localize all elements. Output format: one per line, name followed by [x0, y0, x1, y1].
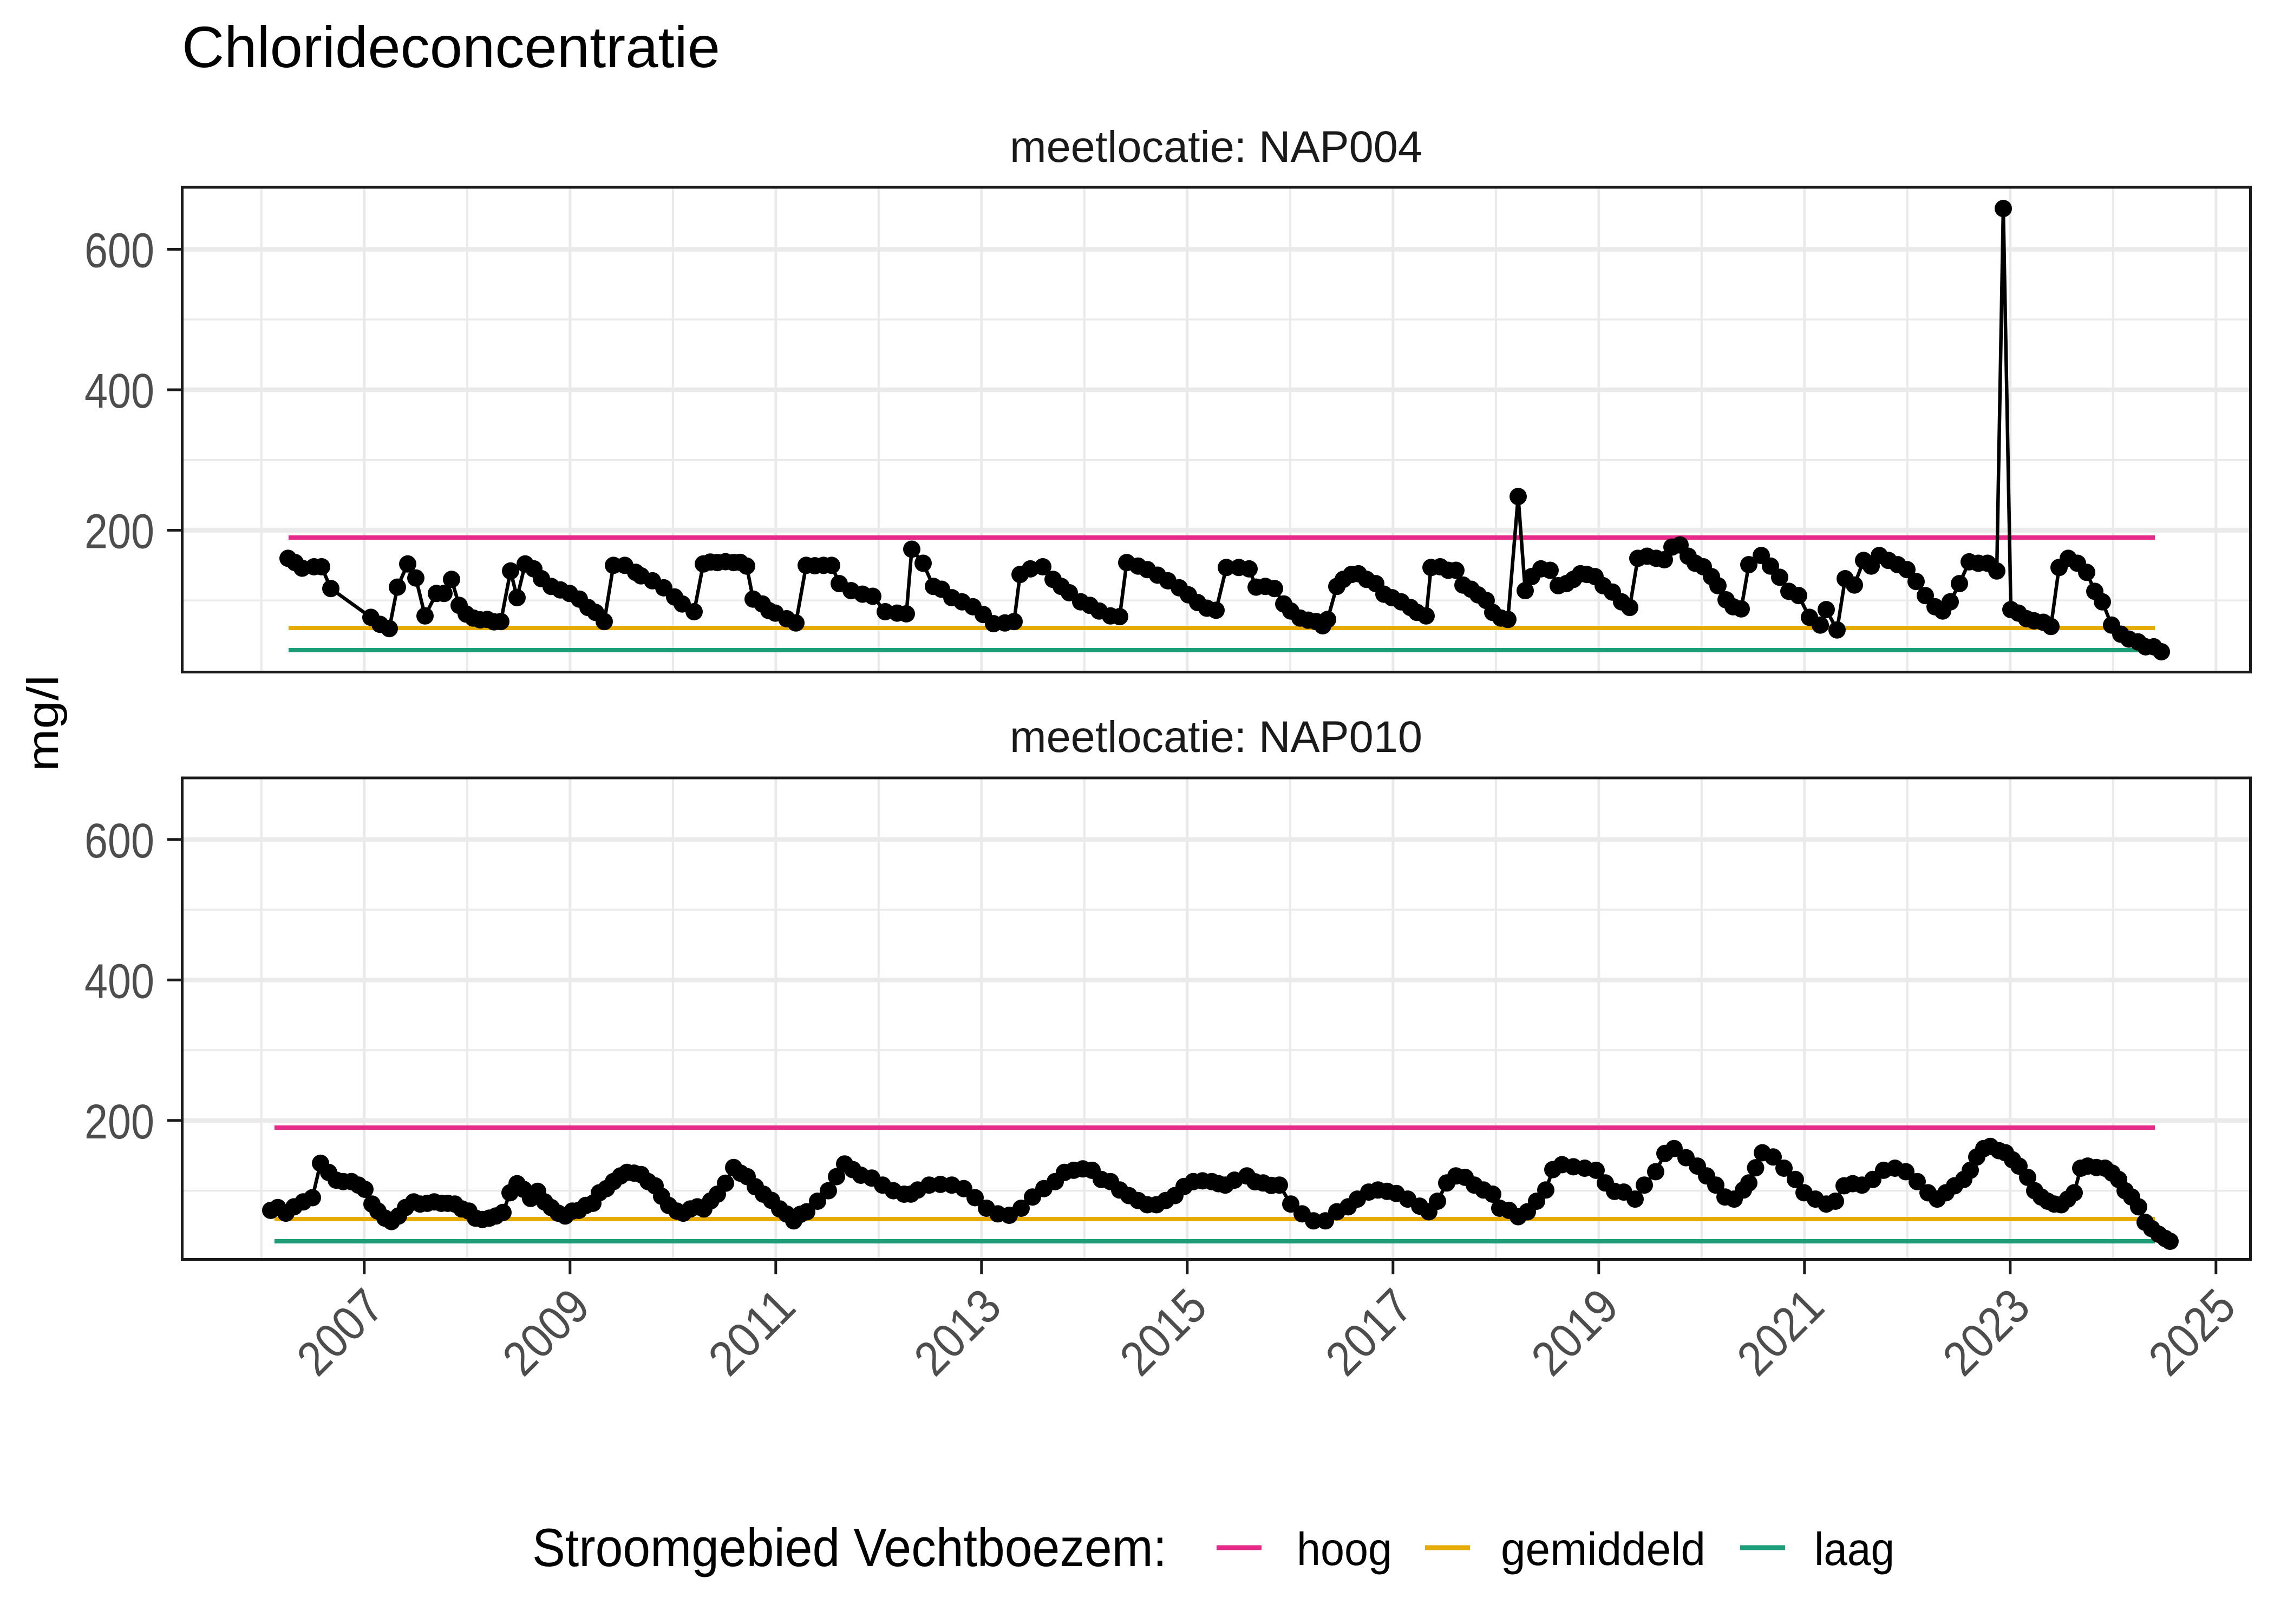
svg-text:600: 600	[84, 814, 154, 868]
svg-text:400: 400	[84, 364, 154, 418]
svg-text:mg/l: mg/l	[18, 675, 68, 771]
svg-text:Stroomgebied Vechtboezem:: Stroomgebied Vechtboezem:	[532, 1517, 1167, 1577]
svg-text:hoog: hoog	[1297, 1524, 1392, 1575]
svg-text:200: 200	[84, 1095, 154, 1149]
svg-text:meetlocatie: NAP004: meetlocatie: NAP004	[1010, 122, 1422, 172]
svg-text:laag: laag	[1814, 1524, 1894, 1575]
svg-text:meetlocatie: NAP010: meetlocatie: NAP010	[1010, 712, 1422, 762]
svg-text:Chlorideconcentratie: Chlorideconcentratie	[182, 14, 720, 80]
svg-text:gemiddeld: gemiddeld	[1501, 1524, 1706, 1575]
svg-text:600: 600	[84, 224, 154, 278]
svg-text:400: 400	[84, 954, 154, 1009]
svg-text:200: 200	[84, 505, 154, 559]
